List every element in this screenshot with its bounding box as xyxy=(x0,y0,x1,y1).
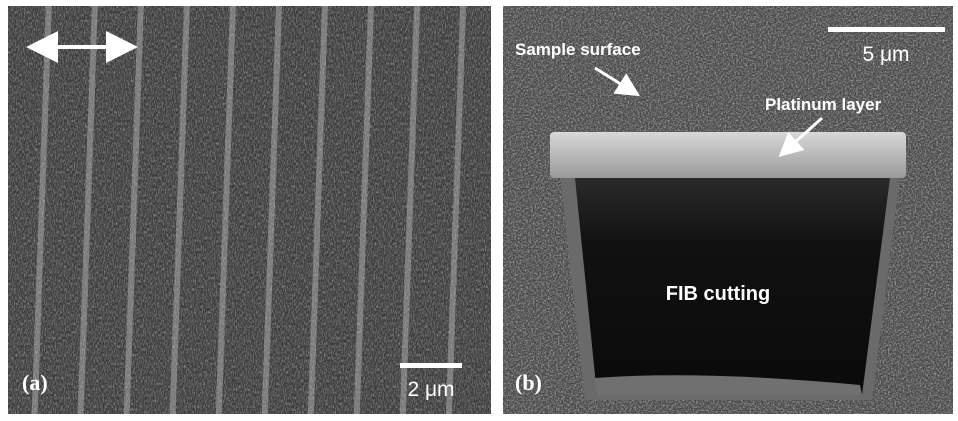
panel-label: (b) xyxy=(515,370,542,395)
annotation: Platinum layer xyxy=(765,95,882,114)
ripples xyxy=(8,6,491,414)
annotation: FIB cutting xyxy=(666,283,770,305)
figure: 2 μm (a) 5 μm Sample surface Platinum la… xyxy=(0,0,958,421)
scale-label: 2 μm xyxy=(407,378,454,401)
annotation: Sample surface xyxy=(515,40,641,59)
panel-a: 2 μm (a) xyxy=(8,6,491,414)
platinum-layer xyxy=(550,132,906,178)
panel-label: (a) xyxy=(22,370,48,395)
scale-bar xyxy=(400,363,462,368)
panel-b: 5 μm Sample surface Platinum layer FIB c… xyxy=(503,6,953,414)
scale-bar xyxy=(828,27,945,32)
scale-label: 5 μm xyxy=(862,43,909,66)
